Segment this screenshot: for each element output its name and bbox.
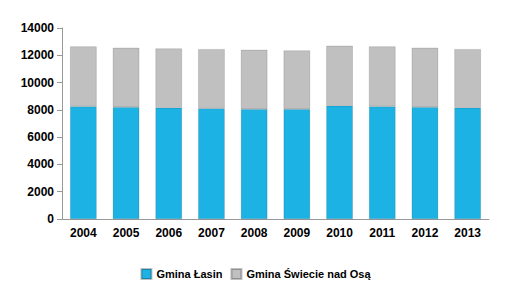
svg-text:4000: 4000 (27, 157, 54, 171)
svg-text:Gmina Łasin: Gmina Łasin (156, 268, 222, 280)
svg-text:2007: 2007 (198, 226, 225, 240)
svg-text:2009: 2009 (283, 226, 310, 240)
svg-text:2005: 2005 (113, 226, 140, 240)
svg-text:Gmina Świecie nad Osą: Gmina Świecie nad Osą (246, 268, 371, 280)
svg-text:2011: 2011 (369, 226, 395, 240)
svg-text:2004: 2004 (70, 226, 97, 240)
svg-text:2013: 2013 (454, 226, 481, 240)
svg-text:8000: 8000 (27, 103, 54, 117)
svg-text:2000: 2000 (27, 185, 54, 199)
svg-text:10000: 10000 (21, 76, 55, 90)
svg-text:2012: 2012 (412, 226, 439, 240)
svg-text:12000: 12000 (21, 48, 55, 62)
svg-text:2006: 2006 (155, 226, 182, 240)
svg-text:2010: 2010 (326, 226, 353, 240)
svg-text:6000: 6000 (27, 130, 54, 144)
svg-text:2008: 2008 (241, 226, 268, 240)
svg-text:14000: 14000 (21, 21, 55, 35)
svg-text:0: 0 (47, 212, 54, 226)
